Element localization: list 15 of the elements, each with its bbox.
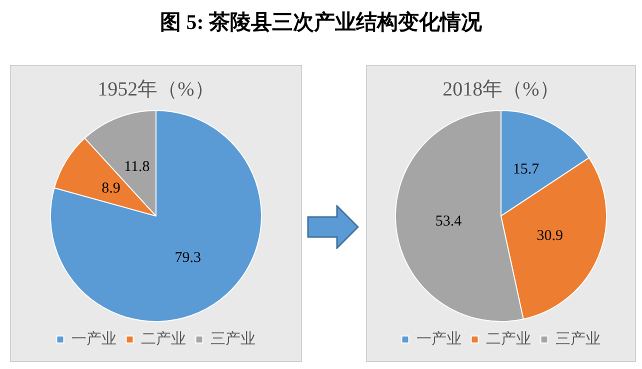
- legend-label: 三产业: [555, 330, 600, 348]
- legend-label: 一产业: [71, 330, 116, 348]
- legend-label: 一产业: [416, 330, 462, 348]
- data-label: 11.8: [124, 158, 150, 175]
- data-label: 79.3: [174, 250, 202, 266]
- data-label: 15.7: [512, 161, 540, 178]
- chart-title: 1952年（%）: [98, 78, 214, 100]
- chart-title: 2018年（%）: [442, 78, 560, 100]
- legend-label: 二产业: [486, 330, 531, 348]
- data-label: 30.9: [536, 228, 563, 244]
- text: 图 5: 茶陵县三次产业结构变化情况: [160, 10, 482, 34]
- legend-label: 二产业: [140, 330, 186, 348]
- legend-label: 三产业: [210, 330, 256, 348]
- data-label: 53.4: [435, 214, 462, 230]
- data-label: 8.9: [102, 180, 120, 196]
